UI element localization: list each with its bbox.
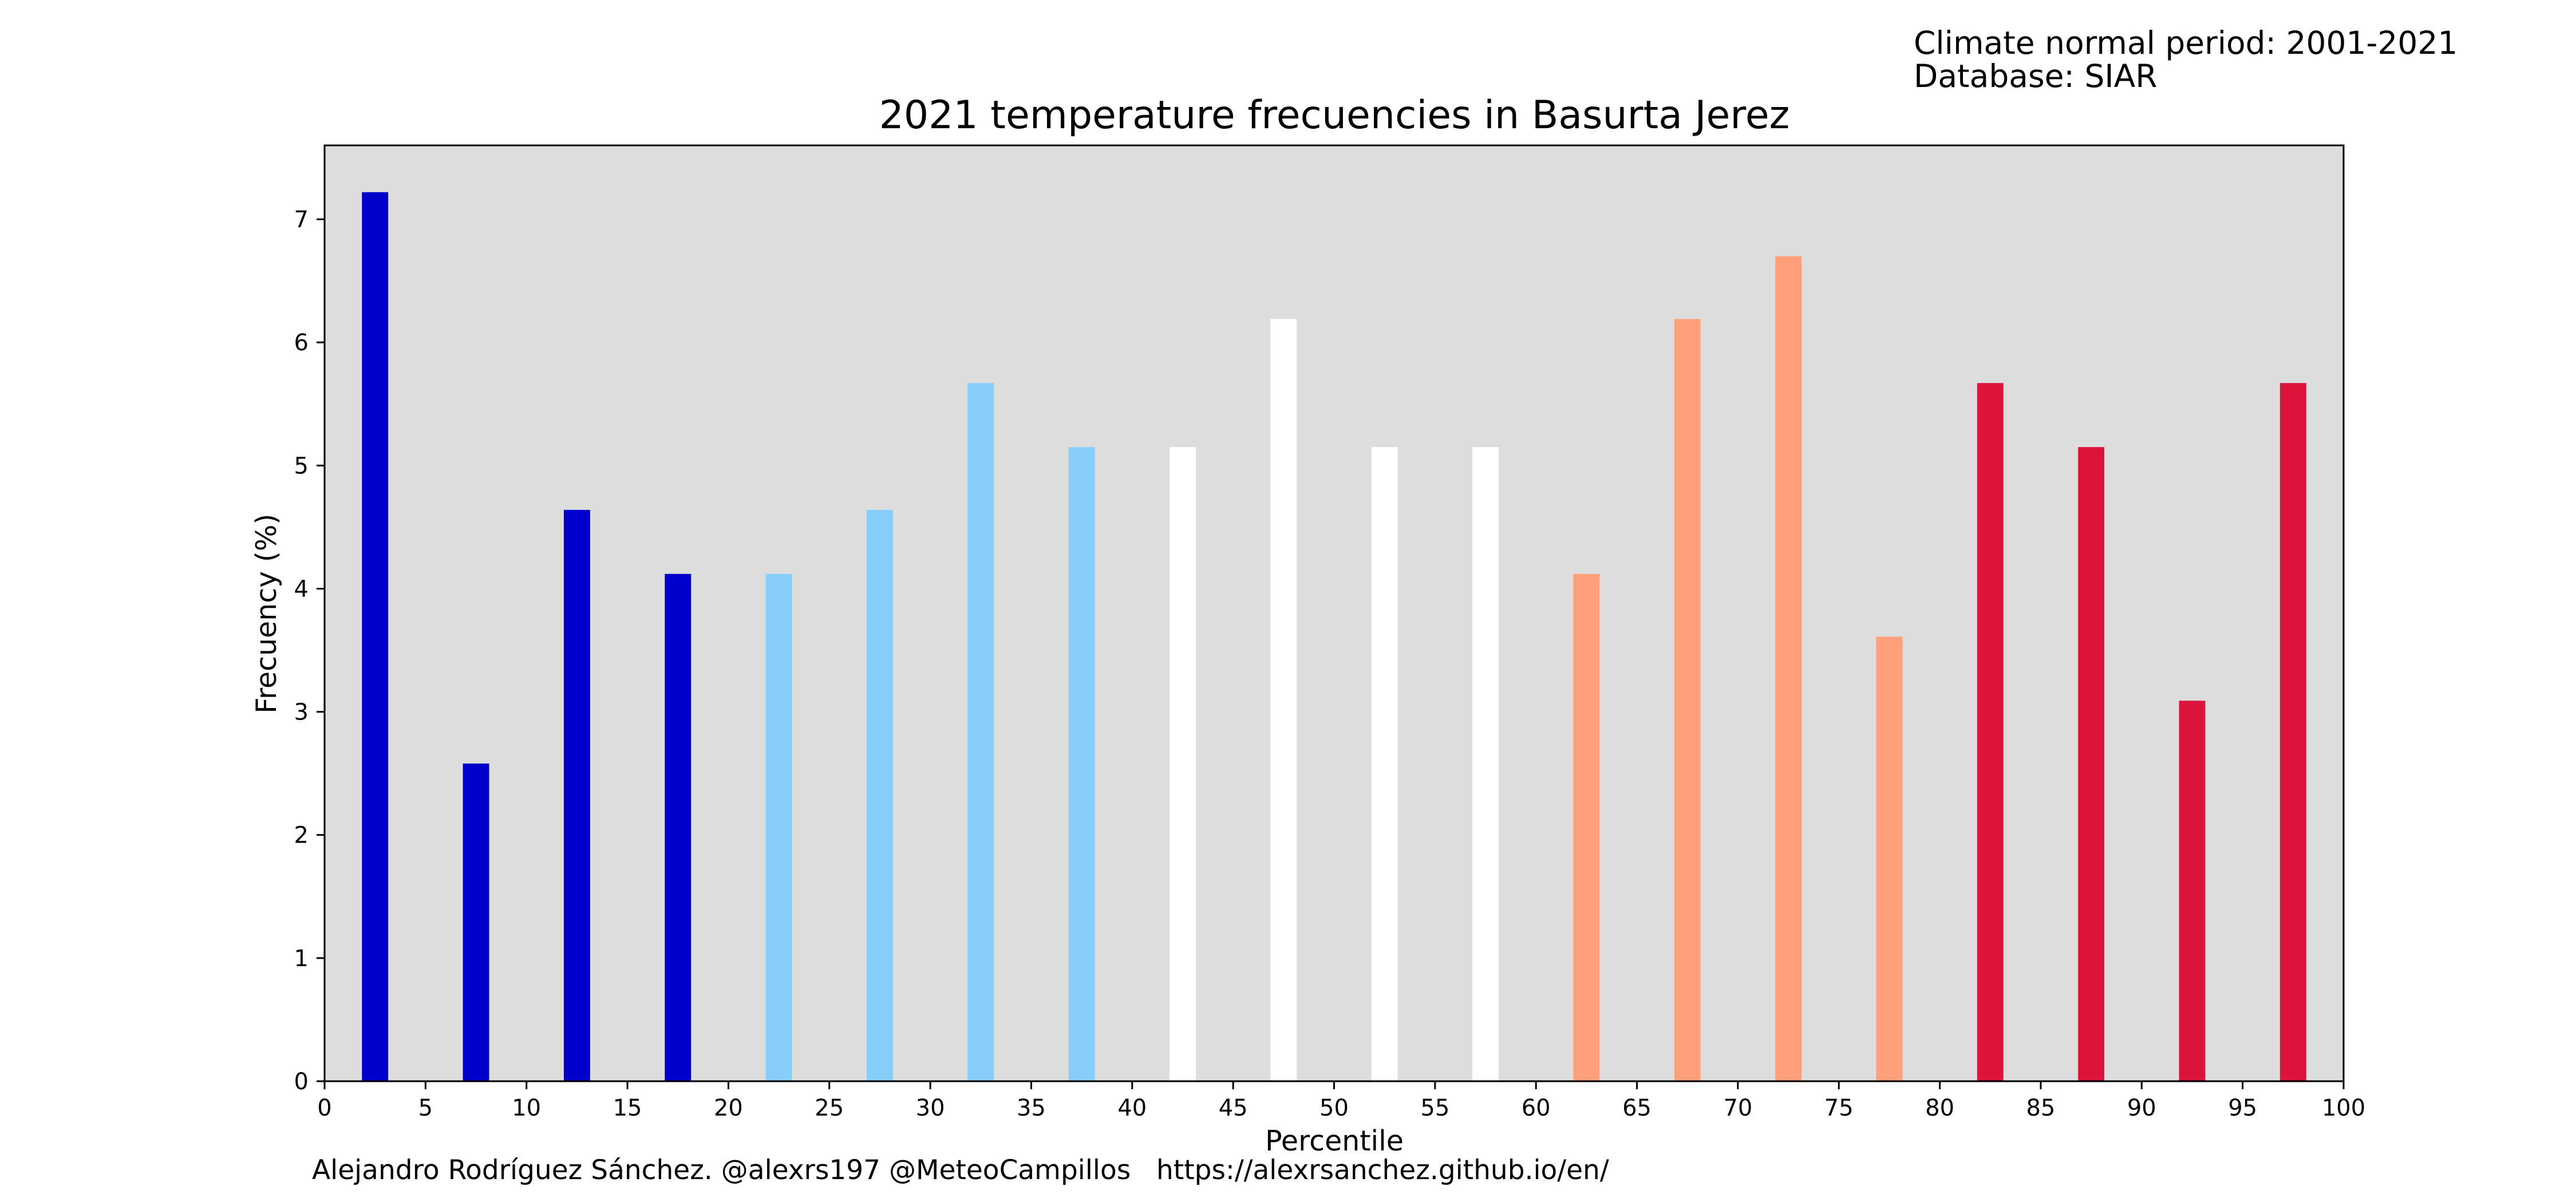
y-tick-label: 4 (294, 576, 309, 602)
x-tick-label: 60 (1522, 1095, 1551, 1121)
x-tick-label: 50 (1319, 1095, 1349, 1121)
y-tick-label: 6 (294, 330, 309, 356)
bar-p72.5 (1775, 256, 1802, 1081)
x-axis: 0 5 10 15 20 25 30 35 40 45 50 55 60 65 70 75 80 85 90 95 10… (317, 1081, 2365, 1121)
y-tick-label: 2 (294, 823, 309, 849)
bar-p82.5 (1977, 383, 2004, 1082)
x-tick-label: 90 (2127, 1095, 2156, 1121)
x-tick-label: 80 (1925, 1095, 1954, 1121)
x-tick-label: 30 (916, 1095, 945, 1121)
bar-p77.5 (1876, 636, 1903, 1081)
y-tick-label: 1 (294, 946, 309, 972)
credits-footer: Alejandro Rodríguez Sánchez. @alexrs197 … (312, 1154, 1609, 1186)
bar-p97.5 (2279, 383, 2306, 1082)
x-tick-label: 10 (512, 1095, 541, 1121)
plot-area (325, 145, 2344, 1081)
bar-p52.5 (1371, 447, 1398, 1081)
x-tick-label: 100 (2322, 1095, 2365, 1121)
x-tick-label: 55 (1420, 1095, 1449, 1121)
x-tick-label: 95 (2228, 1095, 2257, 1121)
x-tick-label: 5 (418, 1095, 433, 1121)
bar-p22.5 (765, 574, 792, 1081)
bar-p42.5 (1170, 447, 1196, 1081)
bar-p92.5 (2179, 701, 2206, 1081)
database-label: Database: SIAR (1914, 58, 2157, 94)
y-tick-label: 5 (294, 453, 309, 479)
y-axis: 0 1 2 3 4 5 6 7 (294, 207, 325, 1095)
x-tick-label: 70 (1723, 1095, 1752, 1121)
y-tick-label: 7 (294, 207, 309, 233)
climate-period-label: Climate normal period: 2001-2021 (1914, 25, 2458, 61)
x-tick-label: 75 (1824, 1095, 1854, 1121)
x-tick-label: 45 (1219, 1095, 1248, 1121)
x-axis-label: Percentile (1265, 1125, 1404, 1157)
bar-p57.5 (1472, 447, 1499, 1081)
bar-p87.5 (2078, 447, 2105, 1081)
x-tick-label: 20 (714, 1095, 743, 1121)
bars-group (362, 192, 2306, 1082)
x-tick-label: 40 (1117, 1095, 1147, 1121)
bar-p27.5 (866, 509, 893, 1081)
bar-p12.5 (563, 509, 590, 1081)
x-tick-label: 25 (815, 1095, 844, 1121)
bar-p67.5 (1674, 319, 1701, 1082)
y-tick-label: 0 (294, 1069, 309, 1095)
x-tick-label: 65 (1622, 1095, 1652, 1121)
bar-p47.5 (1270, 319, 1297, 1082)
y-tick-label: 3 (294, 699, 309, 726)
y-axis-label: Frecuency (%) (250, 513, 283, 713)
bar-p7.5 (463, 763, 489, 1081)
chart-title: 2021 temperature frecuencies in Basurta … (879, 93, 1790, 138)
bar-p37.5 (1068, 447, 1095, 1081)
x-tick-label: 0 (317, 1095, 331, 1121)
x-tick-label: 35 (1017, 1095, 1046, 1121)
bar-p62.5 (1573, 574, 1600, 1081)
x-tick-label: 15 (613, 1095, 642, 1121)
x-tick-label: 85 (2026, 1095, 2055, 1121)
bar-p32.5 (967, 383, 994, 1082)
bar-p17.5 (665, 574, 692, 1081)
bar-p2.5 (362, 192, 389, 1081)
